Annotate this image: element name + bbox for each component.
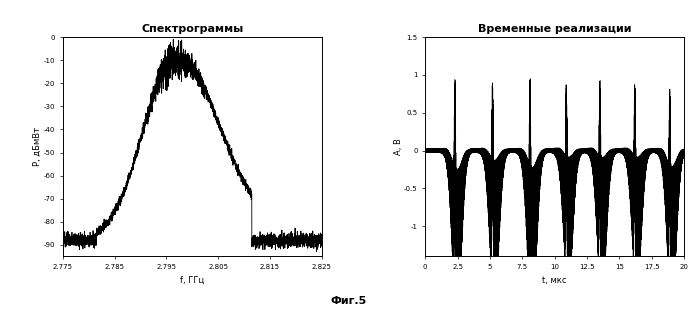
- Text: Фиг.5: Фиг.5: [331, 296, 367, 306]
- X-axis label: t, мкс: t, мкс: [542, 276, 567, 285]
- Title: Спектрограммы: Спектрограммы: [141, 23, 244, 33]
- Y-axis label: A, В: A, В: [394, 138, 403, 155]
- Title: Временные реализации: Временные реализации: [478, 23, 632, 33]
- X-axis label: f, ГГц: f, ГГц: [180, 276, 205, 285]
- Y-axis label: P, дБмВт: P, дБмВт: [34, 127, 43, 166]
